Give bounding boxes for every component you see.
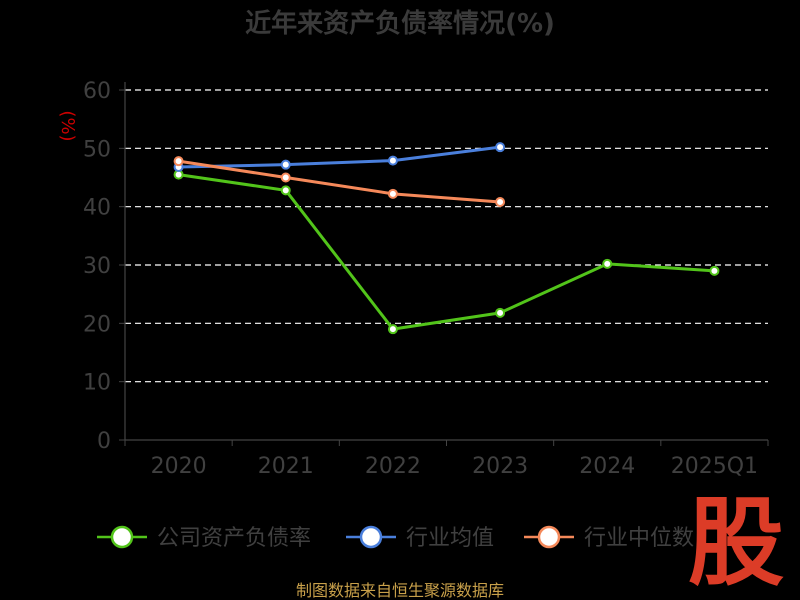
data-point (173, 156, 184, 167)
series-line (178, 173, 715, 331)
data-point (495, 197, 506, 207)
y-tick-label: 30 (83, 254, 111, 279)
x-tick-label: 2021 (258, 454, 314, 479)
y-tick-label: 0 (97, 429, 111, 454)
x-tick-label: 2022 (365, 454, 421, 479)
x-tick-label: 2020 (151, 454, 207, 479)
source-note: 制图数据来自恒生聚源数据库 (296, 581, 504, 600)
y-tick-label: 10 (83, 371, 111, 396)
axes (124, 82, 768, 441)
legend: 公司资产负债率 行业均值 行业中位数 (97, 525, 694, 551)
x-tick-label: 2024 (579, 454, 635, 479)
x-axis-ticks: 2020 2021 2022 2023 2024 2025Q1 (124, 440, 769, 479)
data-point (495, 307, 506, 318)
grid-lines (125, 89, 768, 383)
data-point (495, 142, 506, 153)
legend-item-2[interactable]: 行业均值 (346, 525, 494, 551)
series-2 (173, 142, 506, 172)
legend-item-3[interactable]: 行业中位数 (524, 525, 694, 551)
x-tick-label: 2025Q1 (671, 454, 758, 479)
y-tick-label: 40 (83, 196, 111, 221)
series-1 (173, 169, 720, 335)
legend-marker (537, 525, 561, 549)
legend-item-1[interactable]: 公司资产负债率 (97, 525, 311, 551)
data-point (280, 185, 291, 196)
data-point (709, 265, 720, 276)
data-point (387, 155, 398, 166)
x-tick-label: 2023 (472, 454, 528, 479)
chart-title: 近年来资产负债率情况(%) (245, 8, 555, 39)
data-point (280, 159, 291, 170)
data-point (387, 188, 398, 199)
series-line (178, 145, 501, 169)
series-3 (173, 156, 506, 207)
series-group (173, 142, 720, 335)
data-point (280, 172, 291, 183)
watermark-logo: 股 (688, 487, 784, 599)
legend-label: 公司资产负债率 (157, 526, 311, 551)
y-tick-label: 60 (83, 79, 111, 104)
legend-label: 行业均值 (406, 526, 494, 551)
series-line (178, 159, 501, 204)
y-tick-label: 50 (83, 137, 111, 162)
legend-marker (110, 525, 134, 549)
data-point (387, 324, 398, 335)
y-axis-unit: (%) (57, 110, 78, 141)
data-point (602, 258, 613, 269)
y-axis-ticks: 0 10 20 30 40 50 60 (83, 79, 125, 454)
legend-marker (359, 525, 383, 549)
y-tick-label: 20 (83, 312, 111, 337)
legend-label: 行业中位数 (584, 526, 694, 551)
